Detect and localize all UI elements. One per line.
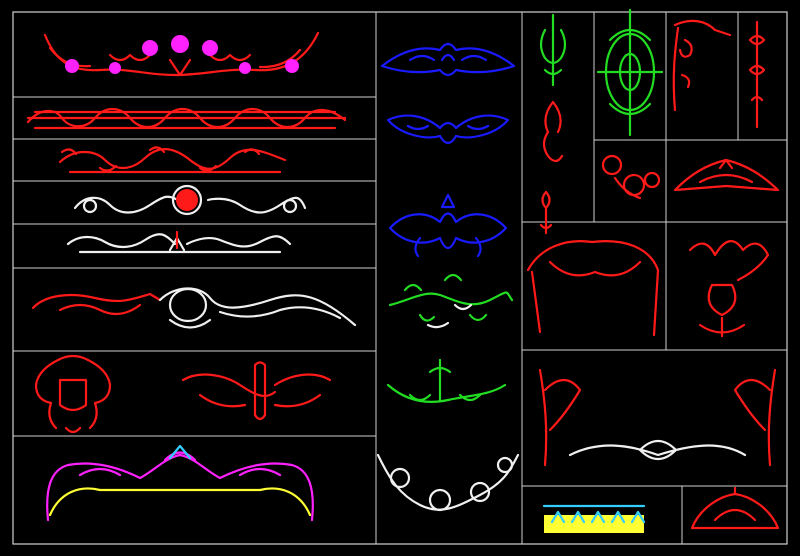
vertical-finial [748,20,766,129]
flower-cluster [601,154,661,200]
rosette-scroll-border [73,184,307,216]
foliate-crest [181,361,332,421]
arched-valance [526,240,660,337]
acanthus-cartouche-border [31,287,357,329]
small-drop [539,190,553,235]
urn-bouquet [688,240,770,338]
scroll-frieze-border [26,107,347,130]
acanthus-frieze-border [58,146,287,174]
corner-scroll [672,19,732,112]
lyre-finial [539,13,567,87]
fan-crest [388,193,508,258]
eagle-pediment [673,158,780,192]
scroll-crest [380,42,516,77]
medallion-finial [596,8,664,137]
crown-pediment [46,444,314,522]
floral-garland-border [43,31,320,77]
leaf-crest [386,114,510,145]
small-pediment [690,486,780,530]
shell-leaf-border [66,230,292,254]
ribbon-swag-frame [538,368,777,467]
vertical-drop [542,100,564,163]
ornament-layer [26,8,780,533]
sheet-grid [12,11,788,545]
flower-spray [386,358,507,403]
fleur-band [542,504,646,533]
vine-spray [388,273,514,329]
shield-cartouche [34,354,112,434]
rose-garland [376,453,520,512]
